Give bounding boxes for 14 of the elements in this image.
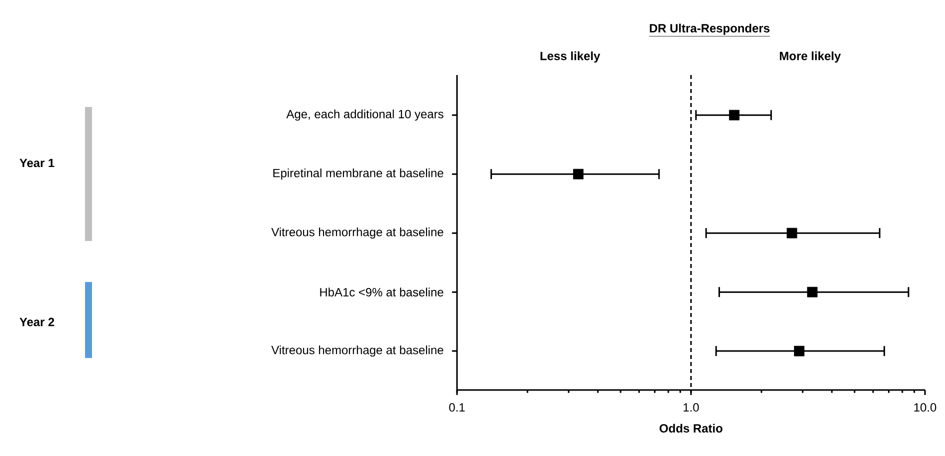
- y-tick-label: Age, each additional 10 years: [286, 110, 444, 121]
- x-tick-label: 1.0: [684, 403, 699, 412]
- text: More likely: [780, 51, 841, 63]
- text: Year 1: [20, 158, 54, 168]
- x-tick-label: 0.1: [449, 403, 465, 412]
- x-axis-title: Odds Ratio: [660, 424, 722, 433]
- y-tick-label: Vitreous hemorrhage at baseline: [271, 228, 444, 239]
- chart-title: DR Ultra-Responders: [650, 24, 770, 35]
- y-tick-label: Vitreous hemorrhage at baseline: [271, 345, 444, 357]
- y-tick-label: HbA1c <9% at baseline: [320, 288, 444, 296]
- text: Year 2: [20, 318, 54, 326]
- x-tick-label: 10.0: [914, 403, 936, 412]
- y-tick-label: Epiretinal membrane at baseline: [273, 168, 444, 180]
- text: Less likely: [540, 51, 600, 63]
